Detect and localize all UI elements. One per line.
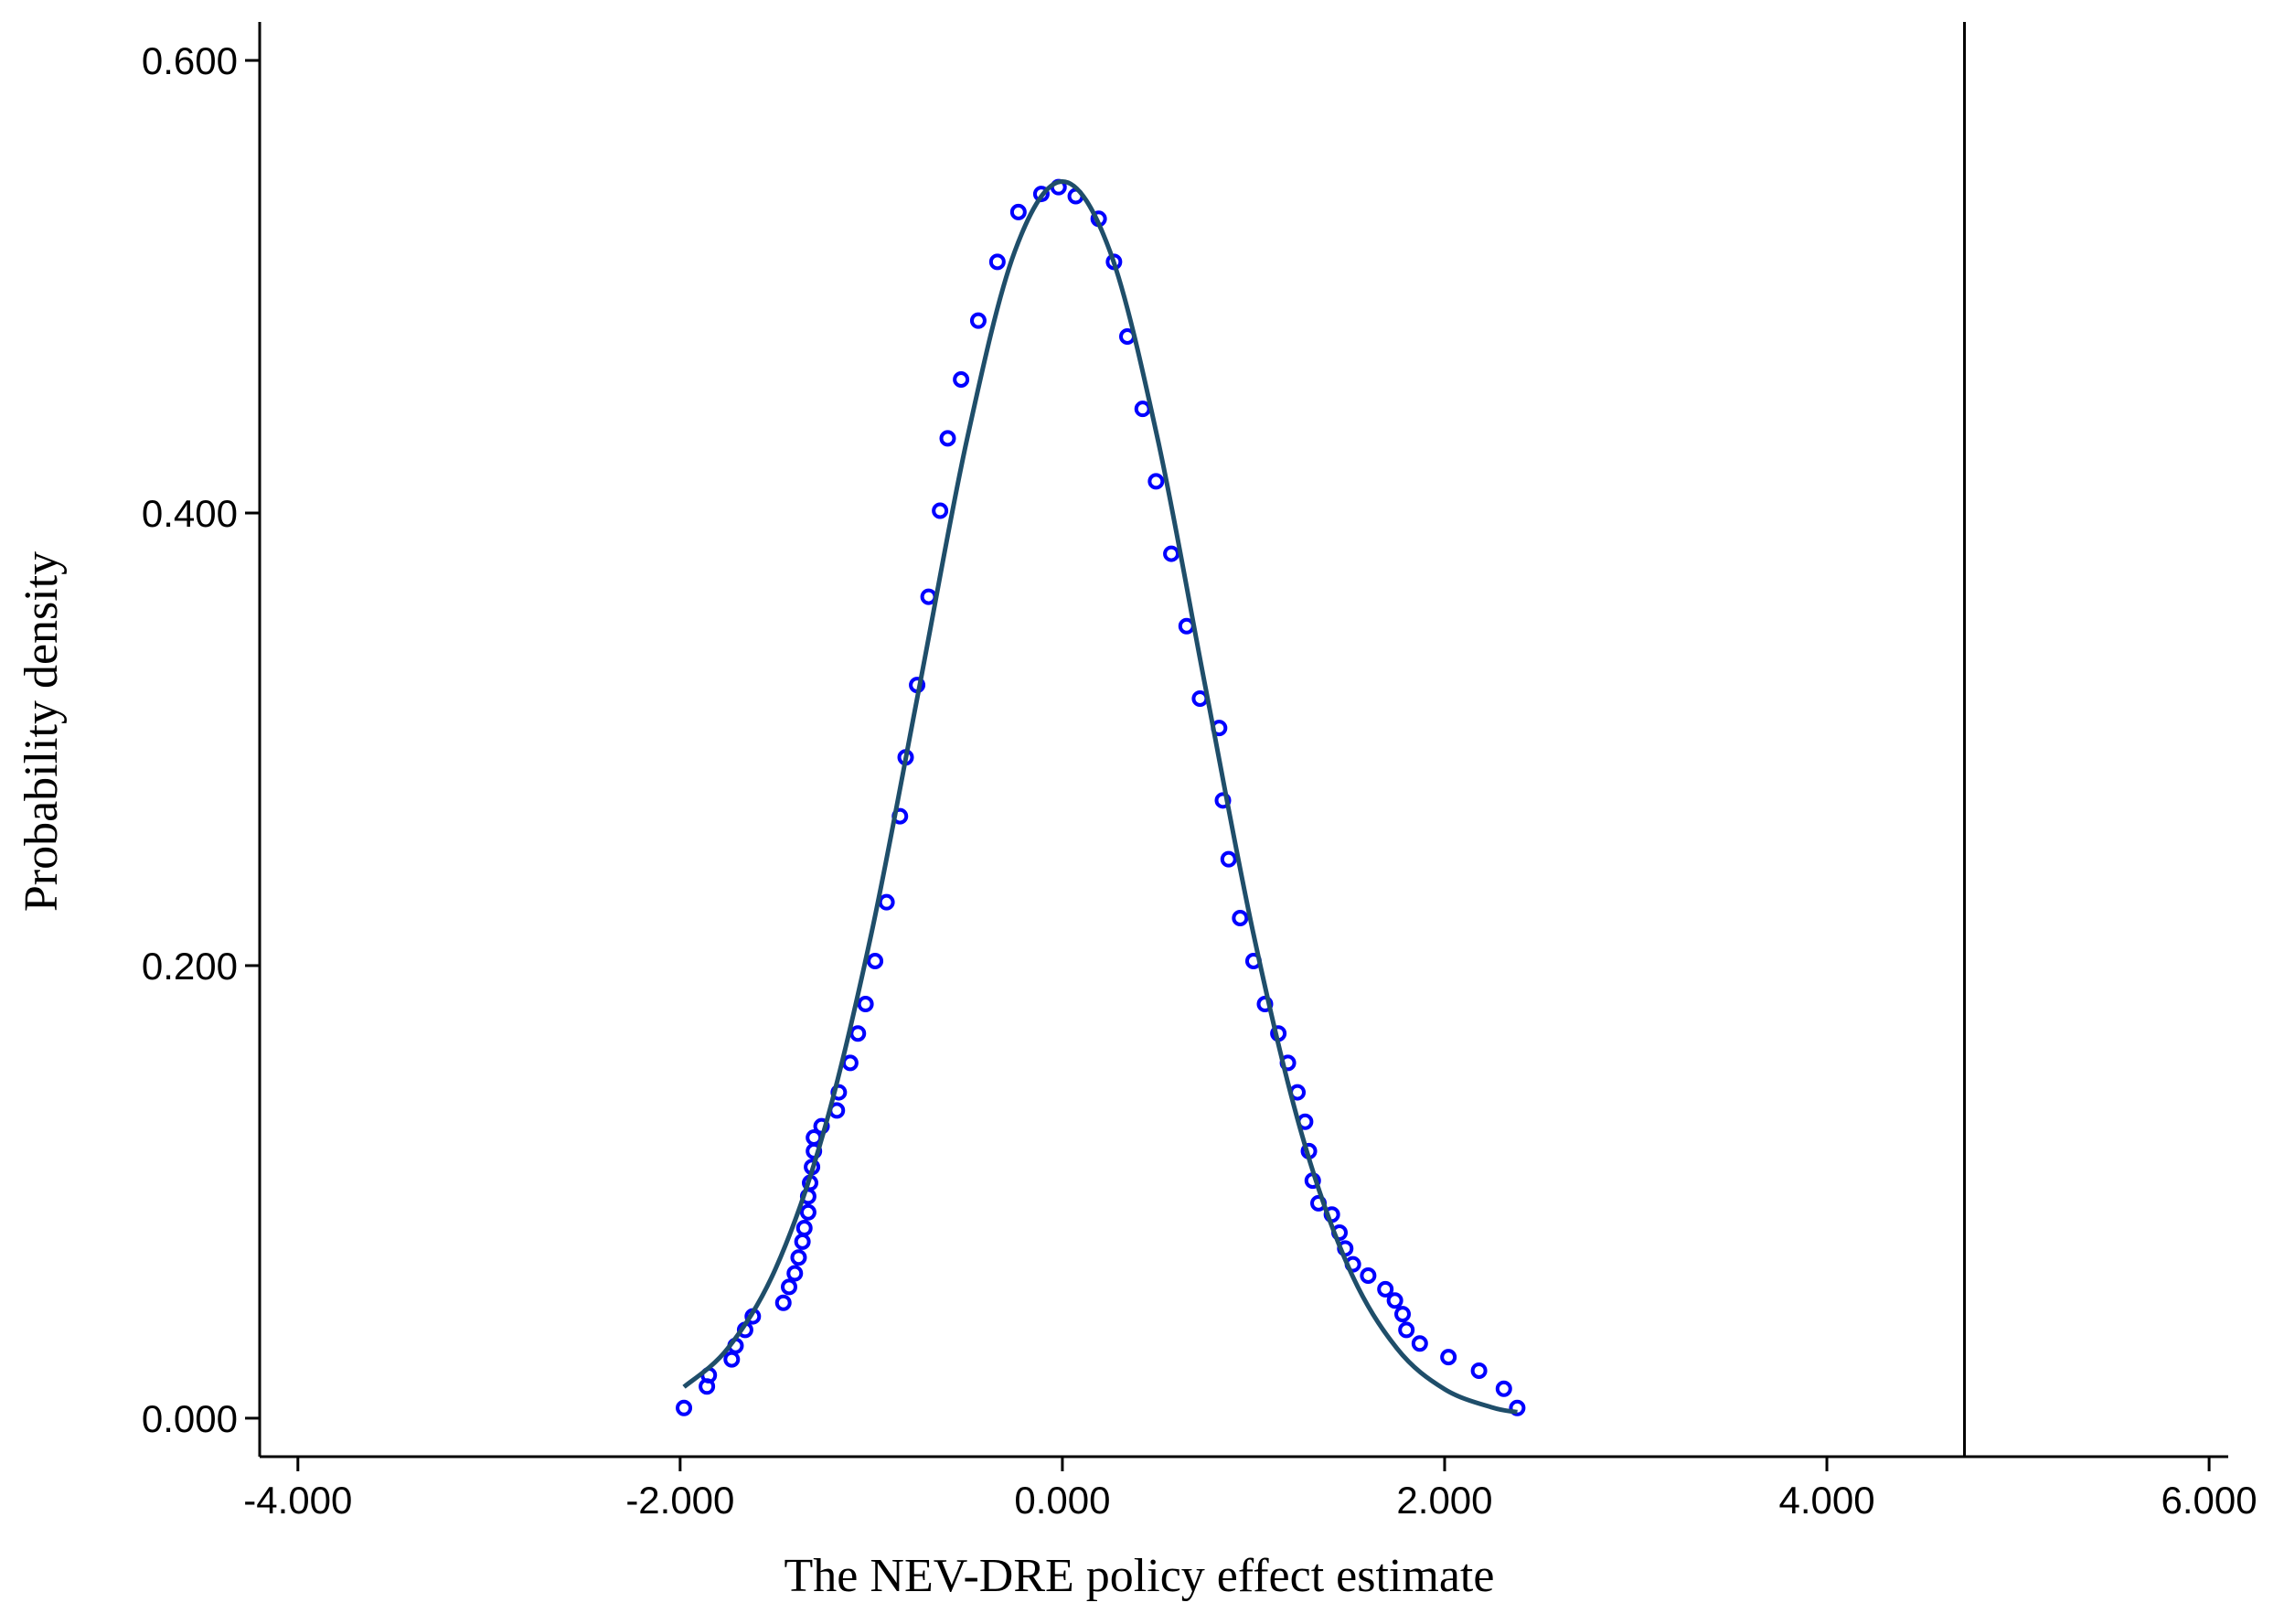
point xyxy=(1386,1292,1403,1309)
point xyxy=(849,1025,867,1042)
point xyxy=(1232,910,1249,927)
point xyxy=(1495,1380,1512,1397)
point xyxy=(1256,996,1274,1013)
point xyxy=(795,1220,813,1237)
x-axis-title: The NEV-DRE policy effect estimate xyxy=(784,1550,1495,1602)
point xyxy=(1134,401,1151,418)
point xyxy=(1147,473,1165,490)
point xyxy=(1220,850,1237,868)
point xyxy=(857,996,874,1013)
point xyxy=(1470,1362,1488,1379)
x-tick-label: 4.000 xyxy=(1778,1479,1874,1522)
x-tick-label: -2.000 xyxy=(625,1479,734,1522)
x-tick-label: 2.000 xyxy=(1396,1479,1492,1522)
point xyxy=(939,430,956,447)
y-tick-label: 0.600 xyxy=(142,39,238,82)
point xyxy=(786,1265,804,1282)
point xyxy=(1411,1335,1428,1352)
x-tick-label: -4.000 xyxy=(243,1479,352,1522)
point xyxy=(1009,203,1027,220)
point xyxy=(676,1399,693,1416)
point xyxy=(799,1203,816,1221)
point xyxy=(1440,1349,1457,1366)
point xyxy=(723,1351,741,1368)
point xyxy=(867,953,884,970)
point xyxy=(841,1054,859,1072)
point xyxy=(1377,1280,1394,1298)
point xyxy=(1398,1321,1415,1339)
point xyxy=(953,371,970,389)
point xyxy=(1032,186,1050,203)
point xyxy=(988,253,1006,271)
point xyxy=(920,588,937,605)
point xyxy=(969,312,987,329)
point xyxy=(1393,1306,1411,1323)
y-tick-label: 0.200 xyxy=(142,945,238,988)
point xyxy=(1509,1399,1526,1416)
point xyxy=(932,502,949,519)
x-tick-label: 6.000 xyxy=(2161,1479,2257,1522)
point xyxy=(790,1249,807,1266)
y-tick-label: 0.000 xyxy=(142,1397,238,1440)
point xyxy=(781,1278,798,1296)
y-tick-label: 0.400 xyxy=(142,492,238,535)
density-line xyxy=(682,178,1518,1415)
point xyxy=(1214,792,1232,809)
point xyxy=(794,1233,811,1250)
point xyxy=(774,1294,792,1311)
y-axis-title: Probability density xyxy=(16,551,68,912)
x-tick-label: 0.000 xyxy=(1014,1479,1110,1522)
point xyxy=(1360,1267,1377,1285)
point xyxy=(1163,545,1180,562)
point xyxy=(878,893,895,911)
